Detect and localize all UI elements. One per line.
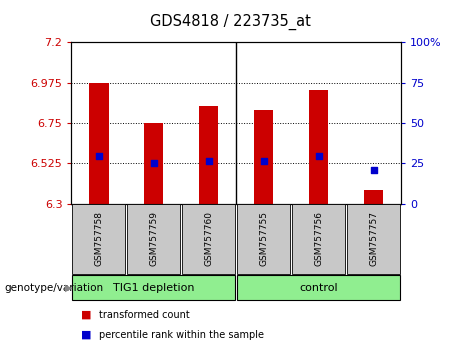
Bar [254,110,273,204]
Text: ▶: ▶ [65,282,72,293]
Text: GSM757757: GSM757757 [369,211,378,267]
Text: ■: ■ [81,310,91,320]
Point [315,153,322,159]
Bar [364,190,383,204]
Point [205,159,213,164]
Text: GSM757760: GSM757760 [204,211,213,267]
Text: genotype/variation: genotype/variation [5,282,104,293]
Bar [309,90,328,204]
Text: control: control [299,282,338,293]
Bar [89,83,108,204]
Text: GSM757758: GSM757758 [95,211,103,267]
Text: GDS4818 / 223735_at: GDS4818 / 223735_at [150,14,311,30]
Text: percentile rank within the sample: percentile rank within the sample [99,330,264,339]
Text: GSM757756: GSM757756 [314,211,323,267]
Bar [199,106,219,204]
Point [95,153,103,159]
Point [370,167,377,172]
Bar [144,123,164,204]
Point [260,159,267,164]
Text: GSM757755: GSM757755 [259,211,268,267]
Text: GSM757759: GSM757759 [149,211,159,267]
Text: transformed count: transformed count [99,310,190,320]
Text: ■: ■ [81,330,91,339]
Point [150,160,158,166]
Text: TIG1 depletion: TIG1 depletion [113,282,195,293]
